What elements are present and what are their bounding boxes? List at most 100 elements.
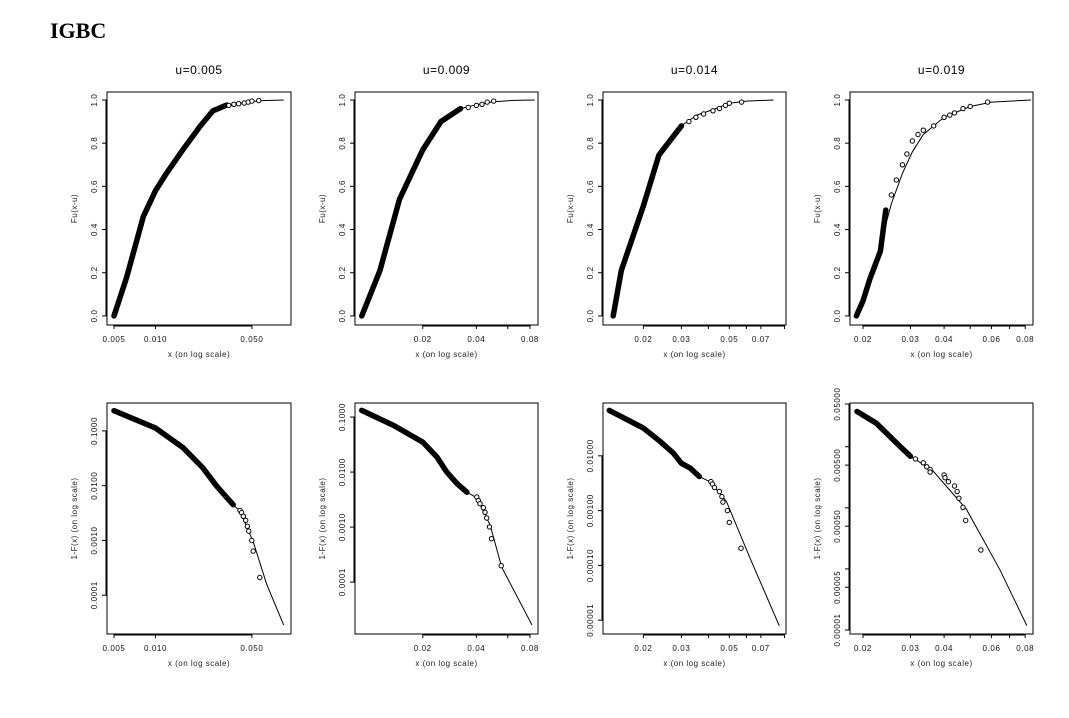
y-tick-label: 0.4 (833, 223, 842, 236)
panel-title: u=0.005 (175, 63, 222, 77)
x-axis-label: x (on log scale) (910, 659, 972, 668)
empirical-point (942, 475, 948, 481)
panel-title: u=0.019 (918, 63, 965, 77)
empirical-point (700, 111, 707, 117)
empirical-point (967, 103, 973, 110)
empirical-point (738, 545, 744, 551)
x-tick-label: 0.005 (102, 644, 125, 653)
empirical-point (956, 495, 962, 501)
y-tick-label: 0.00001 (586, 604, 595, 637)
fitted-curve (609, 409, 780, 626)
empirical-point (927, 469, 933, 475)
empirical-point (720, 499, 726, 505)
empirical-point (473, 102, 480, 109)
x-tick-label: 0.02 (854, 644, 872, 653)
x-tick-label: 0.05 (720, 335, 738, 344)
x-tick-label: 0.010 (144, 335, 167, 344)
empirical-point (716, 488, 723, 495)
empirical-dense-points (111, 407, 236, 508)
y-tick-label: 0.1000 (90, 417, 99, 445)
y-tick-label: 0.0100 (90, 472, 99, 500)
empirical-point (257, 574, 263, 581)
plot-frame (354, 91, 539, 326)
fitted-curve (856, 411, 1028, 626)
fitted-curve (855, 99, 1031, 317)
empirical-point (249, 98, 255, 104)
x-tick-label: 0.05 (720, 644, 738, 653)
empirical-point (909, 138, 916, 144)
y-tick-label: 0.8 (338, 137, 347, 150)
y-tick-label: 0.2 (586, 266, 595, 279)
x-tick-label: 0.06 (983, 335, 1001, 344)
empirical-point (482, 509, 488, 515)
y-tick-label: 0.0010 (338, 513, 347, 541)
y-tick-label: 0.0100 (338, 458, 347, 486)
y-tick-label: 0.8 (90, 137, 99, 150)
empirical-point (978, 547, 984, 553)
empirical-point (719, 493, 725, 500)
y-tick-label: 0.00005 (833, 571, 842, 604)
empirical-point (235, 101, 242, 107)
y-tick-label: 1.0 (833, 94, 842, 107)
empirical-point (250, 548, 256, 554)
plot-frame (849, 402, 1034, 635)
x-tick-label: 0.04 (935, 335, 953, 344)
x-tick-label: 0.005 (102, 335, 125, 344)
empirical-point (888, 192, 895, 198)
x-axis-label: x (on log scale) (415, 659, 477, 668)
empirical-point (893, 177, 900, 183)
empirical-point (226, 102, 232, 109)
x-tick-label: 0.02 (414, 335, 432, 344)
empirical-point (960, 105, 966, 112)
panel-top-1: u=0.005 0.005 0.010 0.050 x (on log scale) 0.… (70, 63, 292, 359)
x-tick-label: 0.07 (752, 644, 770, 653)
empirical-dense-points (111, 102, 230, 319)
empirical-point (954, 488, 960, 495)
y-tick-label: 0.2 (833, 266, 842, 279)
y-tick-label: 0.0 (338, 309, 347, 322)
fitted-curve (612, 99, 774, 316)
fitted-curve (361, 409, 533, 626)
y-tick-label: 0.4 (338, 223, 347, 236)
empirical-point (693, 114, 699, 121)
x-tick-label: 0.04 (467, 335, 485, 344)
x-tick-label: 0.010 (144, 644, 167, 653)
y-axis-label: Fu(x-u) (70, 194, 79, 223)
x-tick-label: 0.050 (240, 644, 263, 653)
y-axis-label: Fu(x-u) (318, 194, 327, 223)
x-tick-label: 0.08 (1016, 335, 1034, 344)
x-tick-label: 0.03 (901, 644, 919, 653)
panel-bottom-2: 0.02 0.04 0.08 x (on log scale) 0.0001 0.0010… (318, 402, 539, 668)
x-axis-label: x (on log scale) (415, 350, 477, 359)
y-tick-label: 0.1000 (338, 403, 347, 431)
y-tick-label: 0.2 (338, 266, 347, 279)
x-tick-label: 0.02 (854, 335, 872, 344)
y-tick-label: 0.0 (586, 309, 595, 322)
y-tick-label: 0.6 (90, 180, 99, 193)
empirical-dense-points (610, 123, 685, 319)
y-tick-label: 0.0 (833, 309, 842, 322)
plot-frame (849, 91, 1034, 326)
empirical-point (484, 515, 490, 521)
y-tick-label: 0.4 (90, 223, 99, 236)
empirical-point (920, 127, 926, 133)
panel-top-4: u=0.019 0.02 0.03 0.04 0.06 0.08 x (on log sca… (813, 63, 1034, 359)
empirical-point (945, 479, 952, 485)
x-tick-label: 0.07 (752, 335, 770, 344)
panel-top-3: u=0.014 0.02 0.03 0.05 0.07 x (on log scale) 0… (566, 63, 787, 359)
x-tick-label: 0.03 (901, 335, 919, 344)
empirical-point (465, 104, 471, 111)
empirical-point (244, 523, 251, 529)
empirical-dense-points (853, 207, 889, 319)
empirical-dense-points (854, 408, 914, 459)
empirical-point (484, 99, 490, 105)
empirical-point (963, 517, 969, 524)
empirical-point (711, 484, 718, 491)
empirical-point (951, 483, 958, 489)
x-axis-label: x (on log scale) (168, 659, 230, 668)
empirical-dense-points (606, 407, 703, 480)
empirical-point (716, 105, 723, 112)
empirical-point (722, 102, 729, 109)
y-tick-label: 0.00001 (833, 613, 842, 646)
